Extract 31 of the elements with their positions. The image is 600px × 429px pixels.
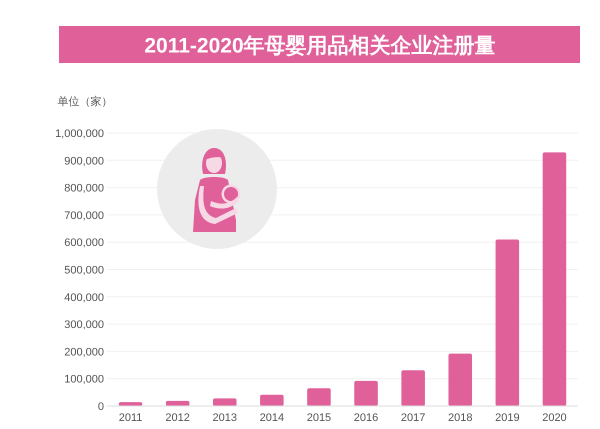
chart-title: 2011-2020年母婴用品相关企业注册量 [144,34,496,58]
y-tick-label: 400,000 [64,292,104,304]
y-tick-label: 700,000 [64,210,104,222]
y-tick-label: 900,000 [64,155,104,168]
x-tick-label: 2019 [495,412,520,424]
y-axis-title: 单位（家） [58,95,112,108]
x-tick-label: 2013 [212,412,237,424]
x-tick-label: 2011 [118,412,142,424]
y-tick-label: 800,000 [64,182,104,195]
y-tick-label: 600,000 [64,237,104,250]
x-tick-label: 2020 [542,412,567,424]
x-tick-label: 2018 [448,412,472,424]
y-tick-label: 0 [98,401,104,413]
y-tick-label: 1,000,000 [55,128,104,140]
x-tick-label: 2014 [260,412,284,424]
y-tick-label: 100,000 [64,374,104,386]
bar [260,394,284,406]
bar [307,388,331,406]
bar [354,380,378,406]
bar [401,370,425,406]
x-tick-label: 2012 [165,412,190,424]
bar [496,239,520,406]
bar [542,152,566,406]
y-tick-label: 200,000 [64,346,104,358]
x-tick-label: 2015 [306,412,332,424]
y-tick-label: 500,000 [64,264,104,276]
x-tick-label: 2016 [354,412,378,424]
bar [212,398,237,406]
bar [448,354,472,406]
x-tick-label: 2017 [400,412,426,424]
y-tick-label: 300,000 [64,319,104,332]
